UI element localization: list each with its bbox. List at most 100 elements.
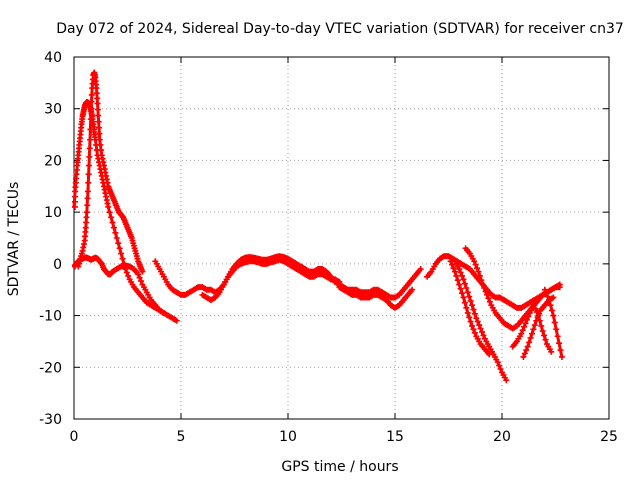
data-point [96, 136, 103, 143]
data-point [470, 326, 477, 333]
data-point [558, 353, 565, 360]
data-point [459, 272, 466, 279]
data-point [93, 85, 100, 92]
data-point [97, 141, 104, 148]
data-point [556, 340, 563, 347]
data-point [464, 289, 471, 296]
series-satellite-arc-1 [72, 254, 180, 324]
data-point [542, 336, 549, 343]
data-point [550, 294, 557, 301]
data-point [519, 327, 526, 334]
data-point [469, 322, 476, 329]
y-tick-label: -30 [39, 412, 62, 428]
data-point [480, 332, 487, 339]
data-point [474, 318, 481, 325]
data-point [88, 91, 95, 98]
data-point [522, 320, 529, 327]
data-point [467, 297, 474, 304]
data-point [469, 302, 476, 309]
data-point [471, 258, 478, 265]
data-point [521, 323, 528, 330]
data-point [72, 203, 78, 210]
data-point [106, 209, 113, 216]
data-point [123, 269, 130, 276]
data-point [528, 330, 535, 337]
data-point [541, 332, 548, 339]
data-point [160, 309, 167, 316]
data-point [496, 362, 503, 369]
data-point [471, 310, 478, 317]
data-point [456, 266, 463, 273]
data-point [119, 255, 126, 262]
data-point [463, 304, 470, 311]
data-point [456, 281, 463, 288]
data-point [139, 268, 146, 275]
data-point [546, 297, 553, 304]
data-point [118, 250, 125, 257]
data-point [467, 318, 474, 325]
y-tick-label: 20 [44, 153, 62, 169]
data-point [476, 322, 483, 329]
grid [74, 57, 609, 419]
data-point [482, 288, 489, 295]
data-point [115, 240, 122, 247]
series-satellite-arc-2 [72, 98, 167, 316]
series-satellite-arc-15 [541, 286, 565, 360]
data-point [108, 214, 115, 221]
series-satellite-arc-12 [509, 281, 563, 350]
data-point [460, 294, 467, 301]
data-point [478, 277, 485, 284]
series-satellite-arc-3 [75, 69, 146, 275]
data-point [464, 309, 471, 316]
data-point [95, 112, 102, 119]
data-point [98, 147, 105, 154]
data-point [518, 330, 525, 337]
data-point [486, 298, 493, 305]
series-satellite-arc-6 [332, 266, 424, 301]
data-point [87, 116, 94, 123]
data-point [88, 105, 95, 112]
data-point [86, 145, 93, 152]
data-point [173, 317, 180, 324]
series-layer [72, 69, 565, 384]
data-point [470, 306, 477, 313]
series-satellite-arc-7 [336, 284, 416, 311]
y-tick-label: 40 [44, 50, 62, 66]
data-point [105, 203, 112, 210]
data-point [474, 265, 481, 272]
data-point [479, 281, 486, 288]
data-point [520, 353, 527, 360]
data-point [485, 295, 492, 302]
data-point [532, 305, 539, 312]
data-point [473, 315, 480, 322]
data-point [109, 219, 116, 226]
data-point [481, 284, 488, 291]
data-point [86, 153, 93, 160]
y-tick-label: 30 [44, 102, 62, 118]
data-point [475, 268, 482, 275]
data-point [88, 98, 95, 105]
data-point [95, 118, 102, 125]
data-point [112, 229, 119, 236]
data-point [96, 130, 103, 137]
data-point [447, 258, 454, 265]
data-point [84, 188, 91, 195]
x-tick-label: 5 [177, 429, 186, 445]
data-point [531, 322, 538, 329]
data-point [536, 317, 543, 324]
series-satellite-arc-5 [199, 256, 343, 304]
plot-border [73, 56, 610, 420]
y-tick-label: -10 [39, 309, 62, 325]
data-point [530, 326, 537, 333]
data-point [494, 359, 501, 366]
data-point [85, 171, 92, 178]
data-point [524, 343, 531, 350]
data-point [83, 209, 90, 216]
data-point [556, 281, 563, 288]
data-point [451, 268, 458, 275]
data-point [557, 347, 564, 354]
data-point [125, 272, 132, 279]
data-point [87, 136, 94, 143]
data-point [551, 319, 558, 326]
